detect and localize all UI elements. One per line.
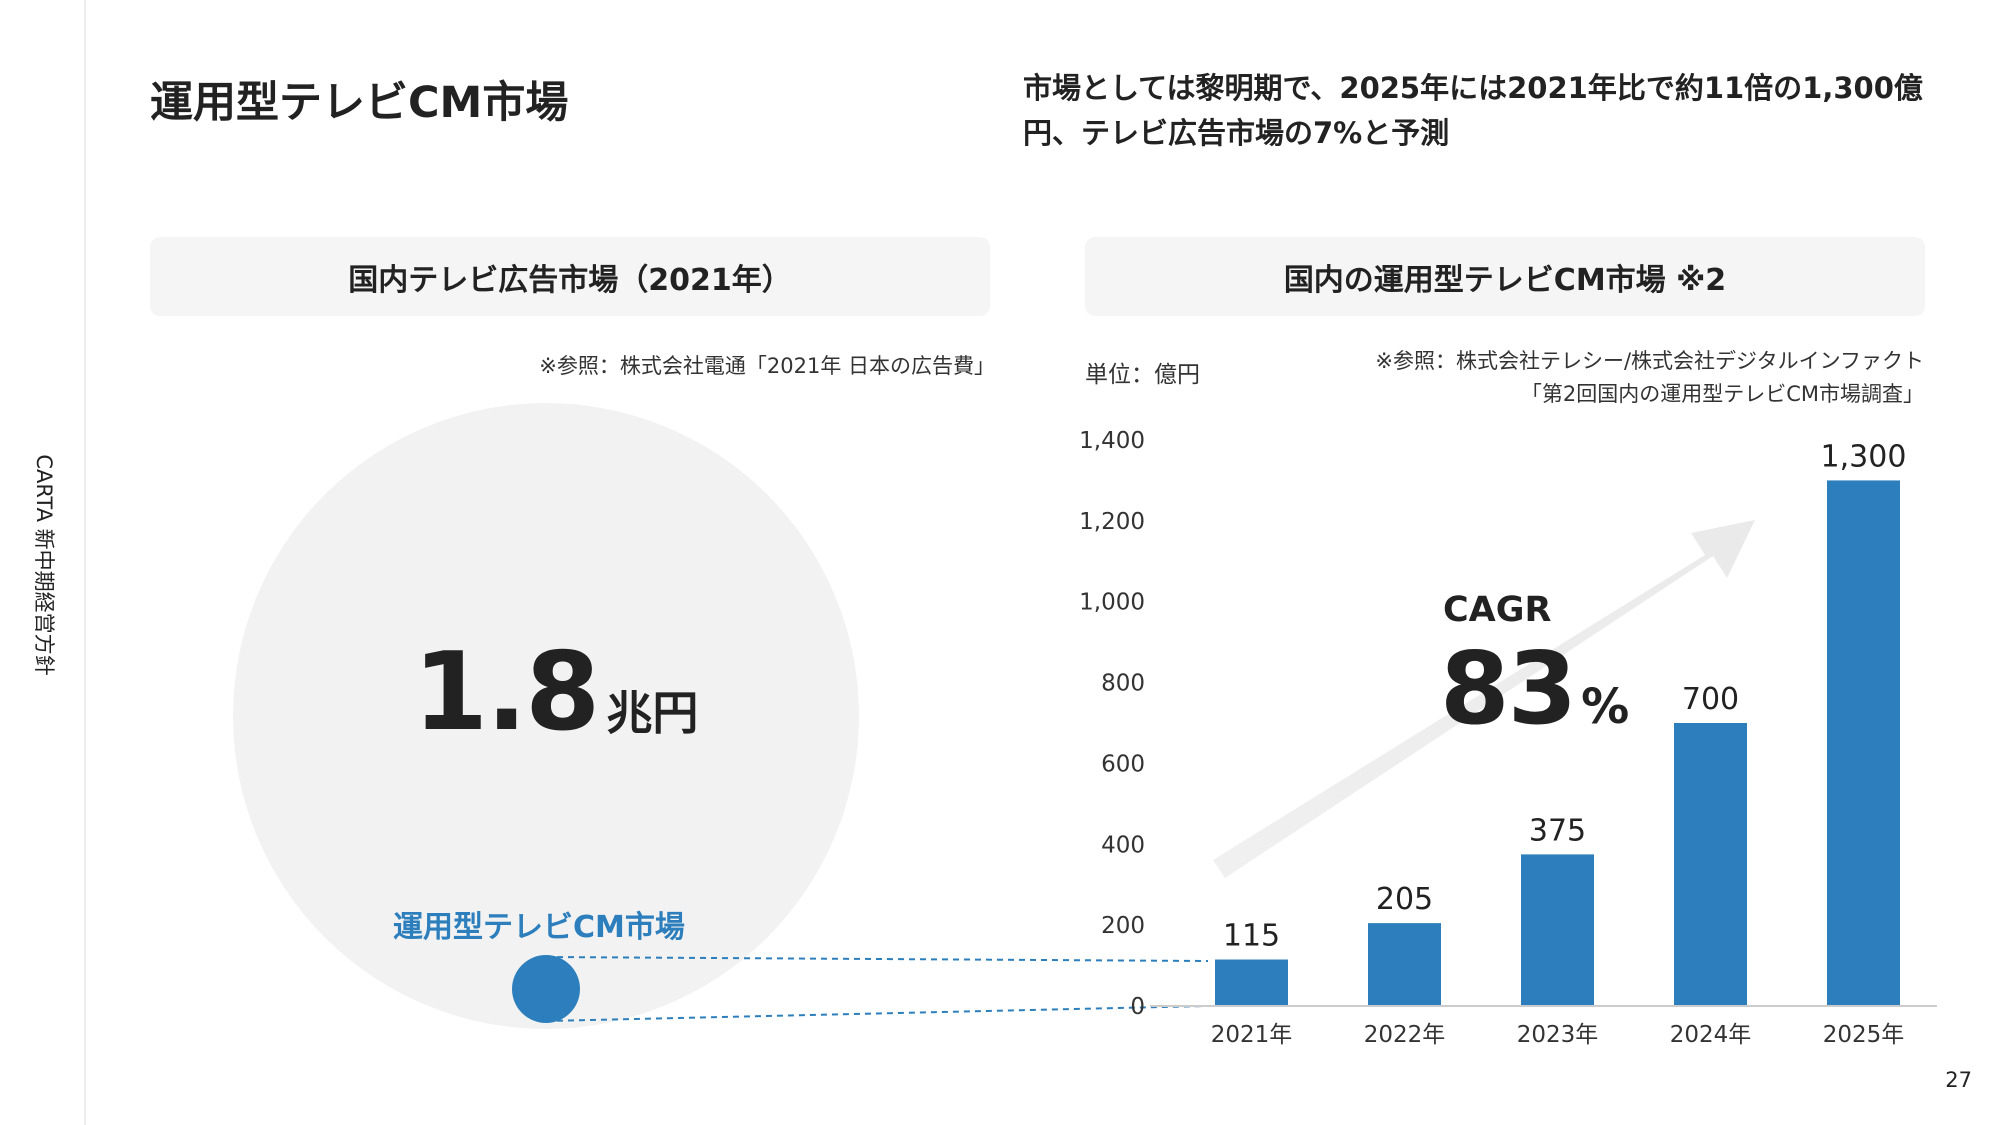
y-tick-label: 400 [1101, 832, 1145, 858]
bar [1215, 959, 1288, 1006]
y-tick-label: 600 [1101, 751, 1145, 777]
x-tick-label: 2022年 [1364, 1022, 1446, 1048]
left-source-note: ※参照：株式会社電通「2021年 日本の広告費」 [539, 354, 995, 378]
y-tick-label: 1,000 [1079, 590, 1145, 616]
cagr-percent: % [1581, 679, 1630, 735]
cagr-label: CAGR [1443, 590, 1552, 630]
right-source-line1: ※参照：株式会社テレシー/株式会社デジタルインファクト [1375, 349, 1924, 373]
bar-value-label: 700 [1682, 682, 1739, 717]
market-size-value: 1.8 [413, 630, 600, 755]
page-title: 運用型テレビCM市場 [150, 78, 569, 128]
headline: 市場としては黎明期で、2025年には2021年比で約11倍の1,300億円、テレ… [1023, 71, 1923, 150]
market-size: 1.8 兆円 [413, 630, 698, 755]
market-size-unit: 兆円 [606, 686, 699, 740]
connector-line-bottom [545, 1005, 1209, 1022]
bar-value-label: 1,300 [1821, 439, 1907, 474]
unit-label: 単位：億円 [1085, 362, 1200, 388]
y-tick-label: 0 [1130, 994, 1145, 1020]
bar-value-label: 205 [1376, 882, 1433, 917]
bar-value-label: 375 [1529, 813, 1586, 848]
connector-line-top [545, 956, 1209, 962]
bar [1674, 723, 1747, 1006]
bar [1521, 854, 1594, 1006]
ad-tv-market-label: 運用型テレビCM市場 [393, 910, 685, 945]
cagr-number: 83 [1440, 630, 1577, 747]
cagr-value: 83% [1440, 630, 1629, 747]
left-panel-header: 国内テレビ広告市場（2021年） [150, 237, 990, 316]
y-tick-label: 1,400 [1079, 428, 1145, 454]
right-source-note: ※参照：株式会社テレシー/株式会社デジタルインファクト 「第2回国内の運用型テレ… [1375, 345, 1924, 411]
tv-ad-market-circle [233, 403, 859, 1029]
bar-value-label: 115 [1223, 919, 1280, 954]
right-panel-header: 国内の運用型テレビCM市場 ※2 [1085, 237, 1925, 316]
x-tick-label: 2021年 [1211, 1022, 1293, 1048]
bar [1368, 923, 1441, 1006]
ad-tv-market-circle [512, 955, 580, 1023]
y-tick-label: 200 [1101, 913, 1145, 939]
x-tick-label: 2025年 [1823, 1022, 1905, 1048]
page-number: 27 [1945, 1068, 1972, 1092]
x-tick-label: 2023年 [1517, 1022, 1599, 1048]
right-source-line2: 「第2回国内の運用型テレビCM市場調査」 [1520, 382, 1924, 406]
x-tick-label: 2024年 [1670, 1022, 1752, 1048]
side-label: CARTA 新中期経営方針 [0, 0, 86, 1125]
growth-arrow [1213, 520, 1755, 878]
y-tick-label: 800 [1101, 671, 1145, 697]
y-tick-label: 1,200 [1079, 509, 1145, 535]
bar [1827, 480, 1900, 1006]
